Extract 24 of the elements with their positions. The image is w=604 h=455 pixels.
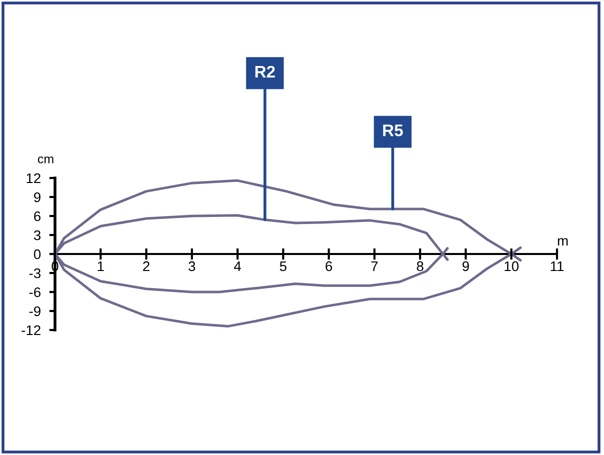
annotation: R5	[383, 124, 403, 136]
y-tick-label: -9	[29, 306, 40, 316]
annotation: R2	[255, 66, 275, 78]
x-tick-label: 3	[188, 261, 196, 272]
y-tick-label: -6	[29, 287, 40, 298]
x-tick-label: 9	[462, 261, 469, 272]
x-tick-label: 10	[504, 261, 519, 272]
x-tick-label: 2	[143, 261, 150, 272]
y-tick-label: 0	[34, 249, 41, 260]
x-tick-label: 4	[234, 261, 241, 272]
y-tick-label: -3	[29, 268, 40, 278]
x-tick-label: 7	[371, 261, 378, 272]
x-tick-label: 6	[326, 261, 332, 272]
x-axis-title: m	[558, 238, 568, 246]
y-tick-label: -12	[22, 325, 40, 336]
y-tick-label: 9	[34, 192, 40, 202]
y-axis-title: cm	[38, 156, 54, 164]
x-tick-label: 11	[550, 261, 564, 272]
x-tick-label: 1	[98, 261, 104, 272]
x-tick-label: 8	[416, 261, 424, 272]
y-tick-label: 3	[34, 230, 40, 240]
y-tick-label: 6	[34, 211, 40, 222]
y-tick-label: 12	[26, 173, 40, 184]
x-tick-label: 5	[280, 261, 286, 272]
